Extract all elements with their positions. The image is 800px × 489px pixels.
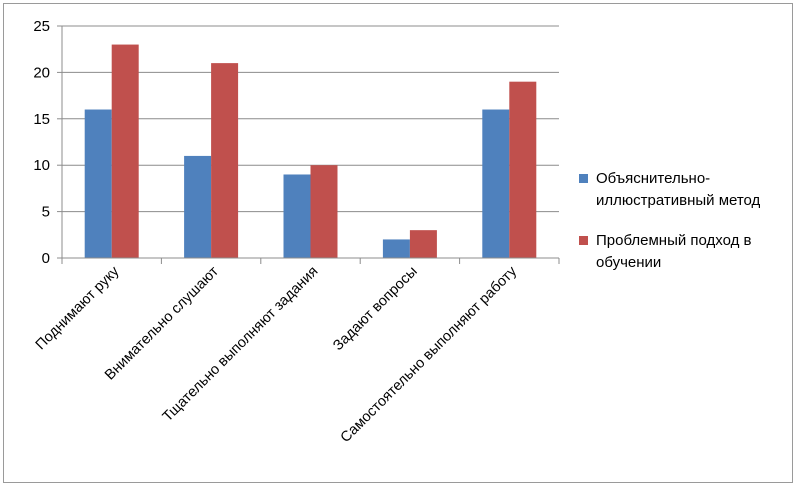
- y-tick-label: 25: [33, 18, 50, 35]
- x-category-label: Задают вопросы: [330, 264, 420, 354]
- bar: [184, 155, 212, 258]
- legend-label: иллюстративный метод: [596, 192, 761, 209]
- y-tick-label: 10: [33, 157, 50, 174]
- bar: [382, 239, 410, 258]
- legend-label: Объяснительно-: [596, 170, 710, 187]
- chart-frame: 0 5 10 15 20 25 Поднимают руку Внимательно слуш…: [3, 3, 793, 483]
- y-tick-label: 20: [33, 64, 50, 81]
- bars: [84, 44, 537, 259]
- bar: [211, 63, 239, 259]
- legend-swatch: [579, 174, 588, 183]
- x-category-label: Внимательно слушают: [102, 263, 222, 383]
- bar: [509, 81, 537, 259]
- bar: [111, 44, 139, 259]
- legend: Объяснительно-иллюстративный метод Пробле…: [579, 170, 761, 271]
- bar: [310, 165, 338, 258]
- y-tick-label: 15: [33, 111, 50, 128]
- bar: [283, 174, 311, 258]
- axes: [57, 25, 560, 264]
- legend-swatch: [579, 236, 588, 245]
- y-tick-label: 5: [42, 204, 50, 221]
- bar: [482, 109, 510, 259]
- bar: [84, 109, 112, 259]
- legend-label: Проблемный подход в: [596, 232, 752, 249]
- gridlines: [62, 25, 559, 213]
- y-tick-label: 0: [42, 250, 50, 267]
- bar: [409, 230, 437, 258]
- legend-label: обучении: [596, 254, 661, 271]
- x-category-label: Самостоятельно выполняют работу: [338, 263, 521, 446]
- x-category-label: Тщательно выполняют задания: [160, 264, 322, 426]
- x-category-label: Поднимают руку: [33, 263, 123, 353]
